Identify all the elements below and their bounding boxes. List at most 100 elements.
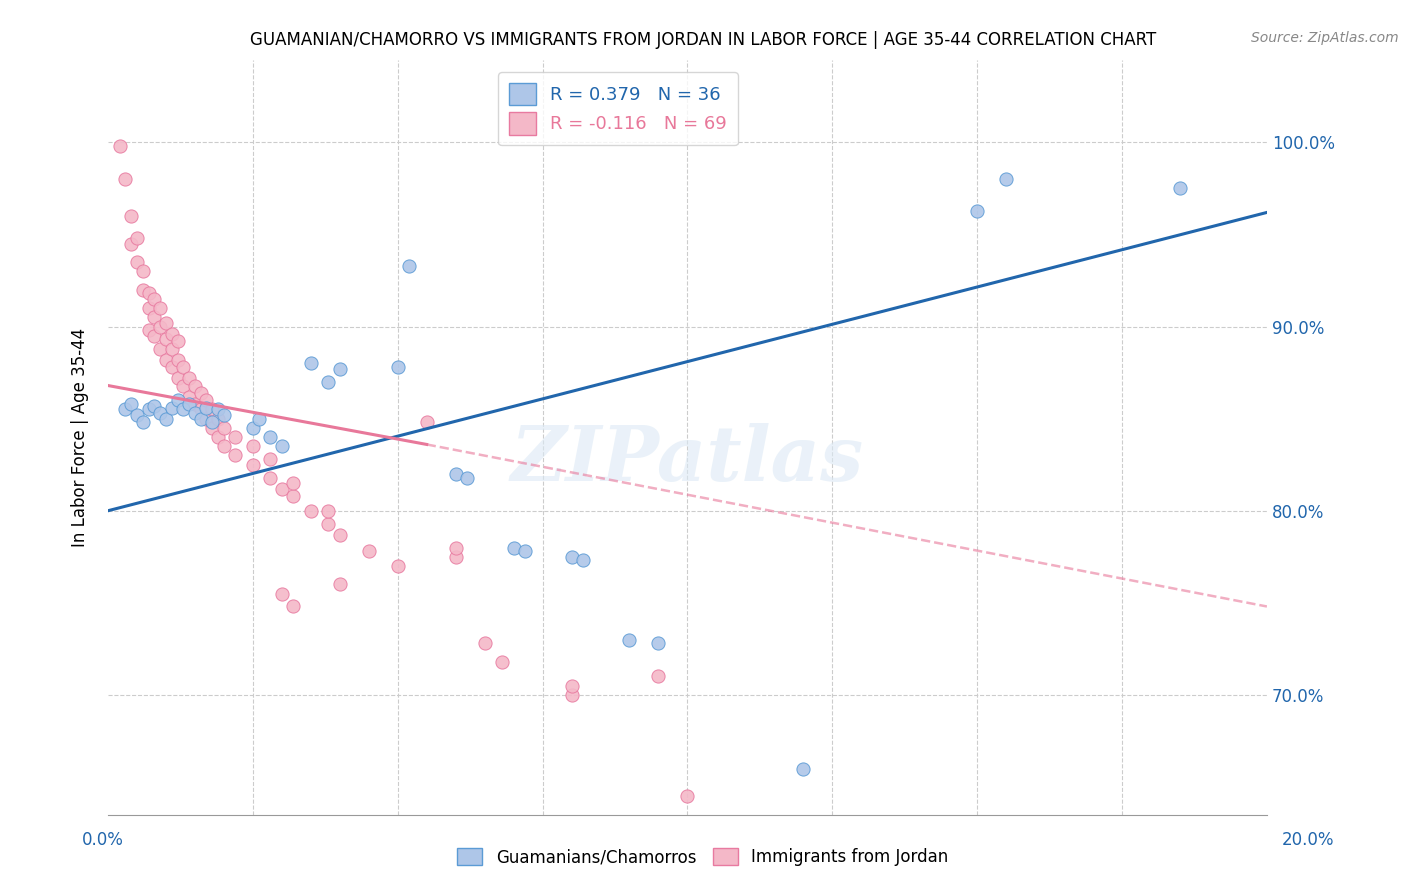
Point — [329, 527, 352, 541]
Point — [561, 549, 583, 564]
Point — [179, 390, 201, 404]
Point — [207, 411, 229, 425]
Point — [259, 430, 281, 444]
Point — [166, 334, 188, 349]
Point — [125, 231, 148, 245]
Point — [190, 402, 212, 417]
Point — [184, 378, 207, 392]
Point — [561, 679, 583, 693]
Point — [212, 408, 235, 422]
Point — [515, 544, 537, 558]
Point — [138, 402, 160, 417]
Text: GUAMANIAN/CHAMORRO VS IMMIGRANTS FROM JORDAN IN LABOR FORCE | AGE 35-44 CORRELAT: GUAMANIAN/CHAMORRO VS IMMIGRANTS FROM JO… — [250, 31, 1156, 49]
Point — [138, 301, 160, 315]
Point — [247, 411, 270, 425]
Text: 0.0%: 0.0% — [82, 831, 124, 849]
Point — [316, 516, 339, 531]
Point — [172, 360, 194, 375]
Point — [160, 401, 183, 415]
Point — [120, 236, 142, 251]
Point — [502, 541, 524, 555]
Point — [195, 393, 218, 408]
Point — [160, 360, 183, 375]
Point — [415, 415, 437, 429]
Point — [143, 292, 166, 306]
Point — [299, 504, 322, 518]
Point — [387, 559, 409, 574]
Point — [995, 172, 1018, 186]
Point — [259, 452, 281, 467]
Point — [160, 342, 183, 356]
Legend: R = 0.379   N = 36, R = -0.116   N = 69: R = 0.379 N = 36, R = -0.116 N = 69 — [498, 72, 738, 145]
Point — [329, 362, 352, 376]
Point — [444, 467, 467, 481]
Point — [138, 286, 160, 301]
Point — [195, 401, 218, 415]
Point — [242, 458, 264, 472]
Point — [207, 402, 229, 417]
Point — [792, 762, 814, 776]
Point — [149, 406, 172, 420]
Point — [259, 470, 281, 484]
Point — [155, 411, 177, 425]
Point — [166, 393, 188, 408]
Point — [723, 821, 745, 835]
Point — [242, 439, 264, 453]
Text: ZIPatlas: ZIPatlas — [510, 423, 865, 497]
Point — [132, 415, 155, 429]
Point — [120, 209, 142, 223]
Point — [195, 411, 218, 425]
Text: 20.0%: 20.0% — [1281, 831, 1334, 849]
Point — [166, 352, 188, 367]
Point — [114, 172, 136, 186]
Point — [172, 402, 194, 417]
Point — [155, 352, 177, 367]
Point — [474, 636, 496, 650]
Point — [283, 476, 305, 491]
Point — [160, 326, 183, 341]
Point — [190, 411, 212, 425]
Point — [572, 553, 595, 567]
Point — [179, 371, 201, 385]
Point — [125, 255, 148, 269]
Point — [398, 259, 420, 273]
Point — [283, 599, 305, 614]
Point — [132, 283, 155, 297]
Point — [283, 489, 305, 503]
Legend: Guamanians/Chamorros, Immigrants from Jordan: Guamanians/Chamorros, Immigrants from Jo… — [451, 841, 955, 873]
Point — [184, 397, 207, 411]
Text: Source: ZipAtlas.com: Source: ZipAtlas.com — [1251, 31, 1399, 45]
Point — [444, 549, 467, 564]
Point — [207, 430, 229, 444]
Point — [149, 342, 172, 356]
Point — [676, 789, 699, 804]
Point — [456, 470, 478, 484]
Point — [108, 139, 131, 153]
Point — [143, 328, 166, 343]
Point — [143, 310, 166, 325]
Point — [647, 669, 669, 683]
Point — [184, 406, 207, 420]
Point — [212, 439, 235, 453]
Point — [201, 415, 224, 429]
Point — [619, 632, 641, 647]
Point — [149, 301, 172, 315]
Point — [1168, 181, 1191, 195]
Point — [224, 430, 246, 444]
Y-axis label: In Labor Force | Age 35-44: In Labor Force | Age 35-44 — [72, 327, 89, 547]
Point — [242, 421, 264, 435]
Point — [155, 316, 177, 330]
Point — [444, 541, 467, 555]
Point — [966, 203, 988, 218]
Point — [138, 323, 160, 337]
Point — [224, 449, 246, 463]
Point — [179, 397, 201, 411]
Point — [387, 360, 409, 375]
Point — [647, 636, 669, 650]
Point — [155, 333, 177, 347]
Point — [172, 378, 194, 392]
Point — [132, 264, 155, 278]
Point — [491, 655, 513, 669]
Point — [120, 397, 142, 411]
Point — [190, 385, 212, 400]
